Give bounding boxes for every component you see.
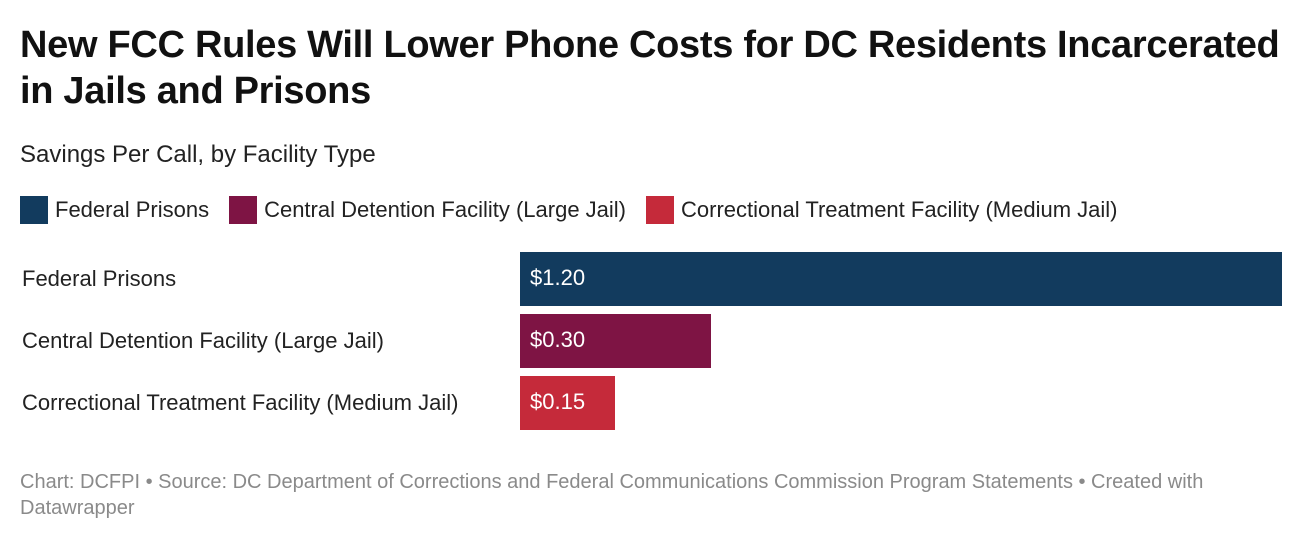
legend-item: Correctional Treatment Facility (Medium … <box>646 196 1117 224</box>
bar-value-label: $0.15 <box>530 389 586 414</box>
chart-subtitle: Savings Per Call, by Facility Type <box>20 141 376 168</box>
category-label: Central Detention Facility (Large Jail) <box>22 328 384 353</box>
bar: $0.30 <box>520 314 711 368</box>
legend-item: Central Detention Facility (Large Jail) <box>229 196 626 224</box>
legend-item: Federal Prisons <box>20 196 209 224</box>
category-label: Correctional Treatment Facility (Medium … <box>22 390 459 415</box>
legend-label: Federal Prisons <box>55 197 210 222</box>
legend-swatch <box>20 196 48 224</box>
chart-title: New FCC Rules Will Lower Phone Costs for… <box>20 24 1280 112</box>
legend: Federal Prisons Central Detention Facili… <box>20 196 1137 224</box>
legend-swatch <box>229 196 258 224</box>
legend-label: Correctional Treatment Facility (Medium … <box>681 197 1118 222</box>
bar-value-label: $0.30 <box>530 327 586 352</box>
legend-swatch <box>646 196 675 224</box>
chart-footer: Chart: DCFPI • Source: DC Department of … <box>20 471 1204 519</box>
bar-value-label: $1.20 <box>530 265 586 290</box>
bar: $0.15 <box>520 376 615 430</box>
legend-label: Central Detention Facility (Large Jail) <box>264 197 627 222</box>
category-label: Federal Prisons <box>22 266 177 291</box>
bar: $1.20 <box>520 252 1282 306</box>
